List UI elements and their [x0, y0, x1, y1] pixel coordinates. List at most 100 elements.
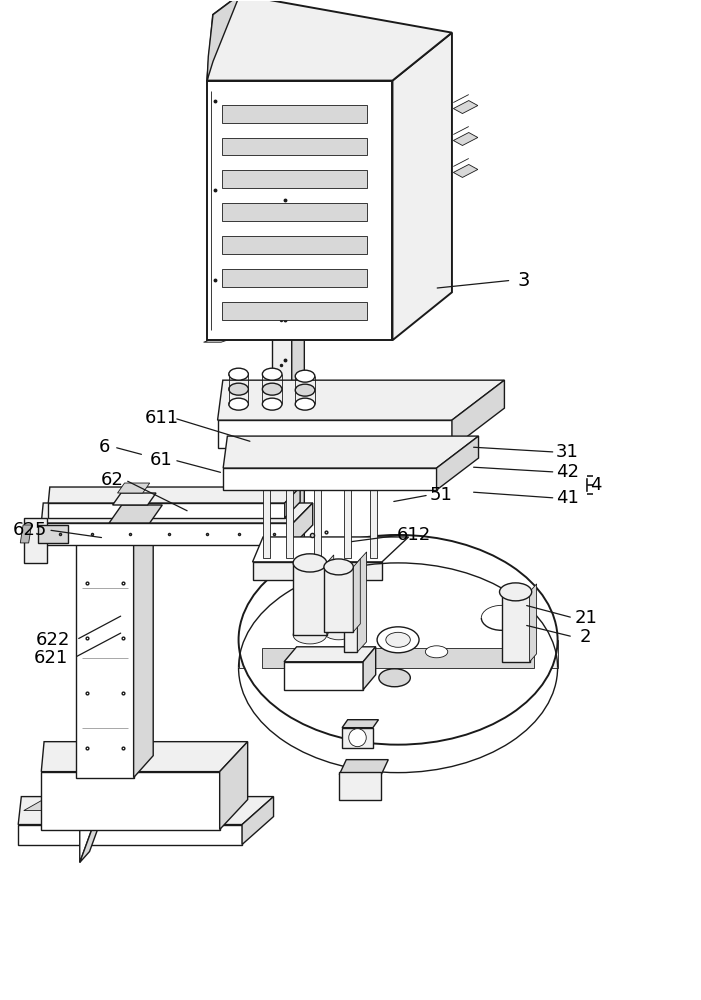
Ellipse shape: [229, 368, 248, 380]
Polygon shape: [343, 562, 358, 652]
Text: 51: 51: [430, 486, 453, 504]
Text: 62: 62: [101, 471, 124, 489]
Polygon shape: [324, 567, 353, 632]
Polygon shape: [24, 778, 101, 811]
Polygon shape: [207, 0, 452, 81]
Text: 41: 41: [556, 489, 579, 507]
Polygon shape: [80, 767, 121, 862]
Polygon shape: [292, 313, 304, 650]
Text: 31: 31: [556, 443, 579, 461]
Ellipse shape: [324, 559, 353, 575]
Text: 4: 4: [590, 476, 601, 494]
Ellipse shape: [262, 368, 282, 380]
Polygon shape: [41, 523, 293, 545]
Polygon shape: [41, 772, 219, 830]
Text: 625: 625: [13, 521, 47, 539]
Ellipse shape: [229, 398, 248, 410]
Polygon shape: [222, 105, 367, 123]
Polygon shape: [293, 563, 327, 635]
Polygon shape: [285, 487, 300, 518]
Polygon shape: [48, 503, 285, 518]
Polygon shape: [293, 503, 313, 545]
Polygon shape: [203, 318, 293, 342]
Ellipse shape: [324, 624, 353, 640]
Polygon shape: [18, 825, 242, 845]
Polygon shape: [343, 490, 350, 558]
Polygon shape: [312, 480, 323, 490]
Ellipse shape: [349, 729, 366, 747]
Polygon shape: [41, 742, 247, 772]
Polygon shape: [48, 487, 300, 503]
Polygon shape: [454, 101, 478, 114]
Ellipse shape: [295, 398, 315, 410]
Polygon shape: [342, 728, 373, 748]
Ellipse shape: [293, 626, 327, 644]
Polygon shape: [286, 490, 293, 558]
Polygon shape: [76, 540, 134, 778]
Polygon shape: [223, 468, 437, 490]
Polygon shape: [370, 490, 377, 558]
Polygon shape: [217, 420, 452, 448]
Polygon shape: [327, 555, 334, 635]
Polygon shape: [262, 648, 533, 668]
Polygon shape: [207, 0, 240, 81]
Polygon shape: [24, 518, 47, 563]
Polygon shape: [529, 584, 536, 662]
Polygon shape: [284, 662, 363, 690]
Text: 2: 2: [580, 628, 592, 646]
Text: 6: 6: [99, 438, 110, 456]
Ellipse shape: [386, 632, 410, 647]
Polygon shape: [76, 518, 154, 540]
Polygon shape: [222, 302, 367, 320]
Polygon shape: [222, 170, 367, 188]
Polygon shape: [109, 505, 163, 523]
Polygon shape: [314, 490, 321, 558]
Polygon shape: [341, 480, 353, 490]
Polygon shape: [502, 592, 529, 662]
Ellipse shape: [295, 384, 315, 396]
Polygon shape: [339, 760, 388, 775]
Polygon shape: [368, 480, 379, 490]
Polygon shape: [284, 480, 295, 490]
Polygon shape: [252, 537, 409, 562]
Text: 61: 61: [150, 451, 173, 469]
Text: 42: 42: [556, 463, 579, 481]
Polygon shape: [222, 138, 367, 155]
Polygon shape: [238, 640, 557, 668]
Text: 611: 611: [144, 409, 179, 427]
Ellipse shape: [379, 669, 410, 687]
Polygon shape: [217, 380, 505, 420]
Ellipse shape: [377, 627, 419, 653]
Polygon shape: [80, 778, 111, 862]
Polygon shape: [134, 518, 154, 778]
Polygon shape: [38, 525, 68, 543]
Text: 621: 621: [34, 649, 68, 667]
Ellipse shape: [426, 646, 448, 658]
Polygon shape: [222, 203, 367, 221]
Polygon shape: [339, 772, 381, 800]
Polygon shape: [242, 797, 273, 845]
Polygon shape: [252, 562, 382, 580]
Text: 3: 3: [518, 271, 530, 290]
Polygon shape: [263, 490, 270, 558]
Ellipse shape: [295, 370, 315, 382]
Polygon shape: [272, 328, 292, 650]
Polygon shape: [454, 164, 478, 177]
Polygon shape: [41, 503, 313, 523]
Polygon shape: [261, 480, 272, 490]
Ellipse shape: [500, 583, 531, 601]
Polygon shape: [454, 133, 478, 145]
Polygon shape: [113, 493, 156, 505]
Ellipse shape: [238, 535, 557, 745]
Polygon shape: [342, 720, 379, 728]
Ellipse shape: [229, 383, 248, 395]
Polygon shape: [18, 797, 273, 825]
Polygon shape: [222, 236, 367, 254]
Polygon shape: [118, 483, 150, 493]
Ellipse shape: [293, 554, 327, 572]
Polygon shape: [223, 436, 479, 468]
Polygon shape: [222, 269, 367, 287]
Polygon shape: [437, 436, 479, 490]
Polygon shape: [353, 559, 360, 632]
Polygon shape: [219, 742, 247, 830]
